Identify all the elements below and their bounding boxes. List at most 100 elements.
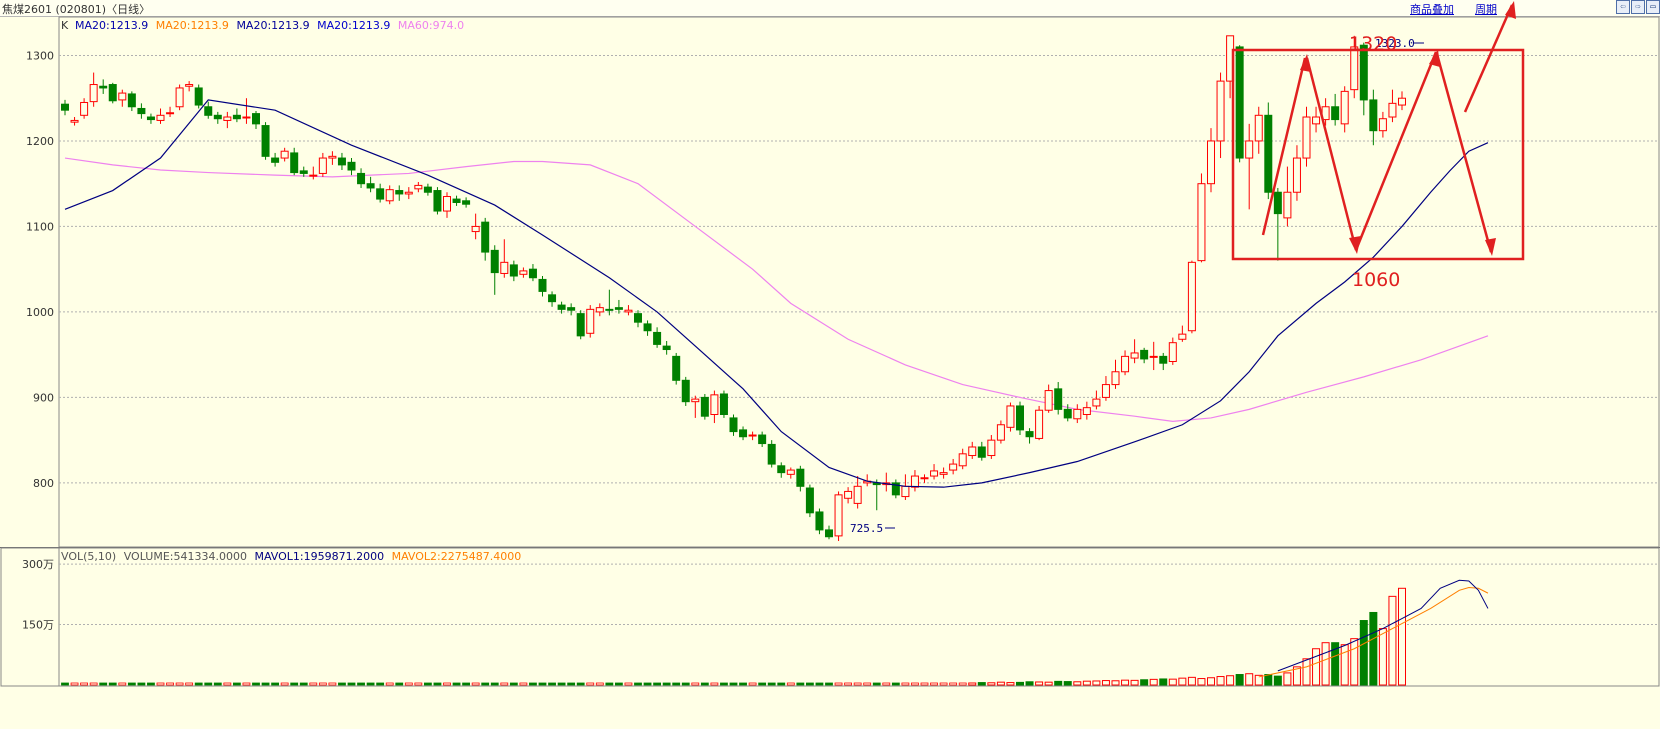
candle-body — [414, 184, 423, 190]
trend-arrow-down-1 — [1305, 57, 1358, 251]
trend-arrow-up-2 — [1354, 51, 1438, 251]
candle — [1006, 402, 1015, 432]
volume-bar — [223, 682, 232, 686]
candle-body — [567, 307, 576, 311]
volume-bar — [1369, 611, 1378, 686]
volume-bar — [1006, 682, 1015, 686]
volume-tick-label: 150万 — [22, 619, 54, 632]
volume-bar — [691, 682, 700, 686]
volume-bar — [166, 682, 174, 686]
volume-tick-label: 300万 — [22, 558, 54, 571]
volume-bar — [175, 682, 184, 686]
volume-bar — [538, 682, 547, 686]
candle-body — [1149, 355, 1158, 358]
candle — [805, 484, 814, 518]
candle-body — [443, 196, 451, 212]
candle-body — [481, 221, 490, 253]
candle-body — [337, 157, 346, 166]
candle-body — [271, 157, 280, 163]
candle — [462, 197, 471, 208]
candle — [490, 245, 499, 295]
candle-layer — [61, 35, 1406, 542]
candle — [252, 111, 260, 129]
volume-bar — [977, 682, 986, 686]
candle — [146, 113, 155, 124]
candle — [156, 108, 165, 124]
volume-bar — [232, 682, 241, 686]
candle — [1044, 384, 1053, 413]
candle-body — [1264, 114, 1273, 193]
volume-bar — [1140, 679, 1149, 686]
volume-bar — [681, 682, 690, 686]
candle-body — [1331, 106, 1340, 121]
candle — [299, 166, 308, 177]
candle-body — [404, 191, 413, 195]
candle — [1331, 93, 1340, 126]
prev-icon[interactable]: ⇦ — [1616, 0, 1630, 14]
volume-bar — [252, 682, 260, 686]
candle — [1101, 376, 1110, 401]
volume-bar — [118, 682, 127, 686]
candle-body — [1398, 97, 1406, 106]
candle — [337, 152, 346, 171]
candle — [500, 239, 509, 278]
candle — [1264, 102, 1273, 200]
volume-bar — [1292, 666, 1301, 686]
candle-body — [825, 529, 833, 538]
candle-body — [175, 87, 184, 108]
volume-bar — [653, 682, 661, 686]
volume-bar — [605, 682, 614, 686]
volume-bar — [1025, 681, 1034, 686]
candle-body — [519, 270, 528, 275]
volume-bar — [1321, 642, 1330, 686]
candle-body — [357, 172, 366, 185]
volume-bar — [127, 682, 136, 686]
candle — [1235, 45, 1244, 163]
volume-bar — [634, 682, 642, 686]
volume-bar — [1101, 680, 1110, 686]
candle — [452, 195, 461, 206]
next-icon[interactable]: ⇨ — [1631, 0, 1645, 14]
candle — [70, 117, 79, 126]
candle-body — [767, 443, 776, 465]
candle — [194, 84, 203, 109]
candle-body — [777, 465, 786, 474]
candle — [681, 376, 690, 406]
candle — [290, 147, 299, 176]
candle — [519, 267, 528, 278]
candle-body — [252, 113, 260, 125]
candle — [548, 291, 557, 307]
maximize-icon[interactable]: ▭ — [1646, 0, 1660, 14]
candle-body — [452, 198, 461, 203]
candle — [1312, 106, 1321, 133]
low-level-mark: 1060 — [1352, 269, 1400, 291]
candle-body — [194, 87, 203, 106]
candle — [223, 111, 232, 129]
candle-body — [700, 396, 709, 417]
volume-bar — [643, 682, 652, 686]
trend-arrow-down-2 — [1435, 53, 1493, 253]
trend-arrow-up-3 — [1463, 4, 1514, 113]
volume-bar — [80, 682, 88, 686]
candle-body — [261, 125, 270, 157]
candle-body — [1254, 114, 1263, 142]
volume-bar — [1054, 680, 1063, 686]
candle-body — [232, 114, 241, 120]
candle — [977, 441, 986, 461]
overlay-commodity-link[interactable]: 商品叠加 — [1410, 3, 1454, 16]
candle — [509, 260, 518, 282]
volume-bar — [462, 682, 471, 686]
period-link[interactable]: 周期 — [1475, 3, 1497, 16]
volume-bar — [529, 682, 537, 686]
candle — [815, 508, 824, 535]
volume-bar — [490, 682, 499, 686]
candle-body — [1082, 407, 1091, 415]
volume-bar — [242, 682, 251, 686]
volume-bar — [1216, 676, 1225, 686]
candle — [385, 185, 394, 205]
candle-body — [1159, 355, 1168, 364]
peak-price-label: 1323.0 — [1375, 37, 1415, 50]
volume-bar — [949, 682, 958, 686]
volume-bar — [1340, 644, 1349, 686]
candle — [987, 435, 996, 459]
